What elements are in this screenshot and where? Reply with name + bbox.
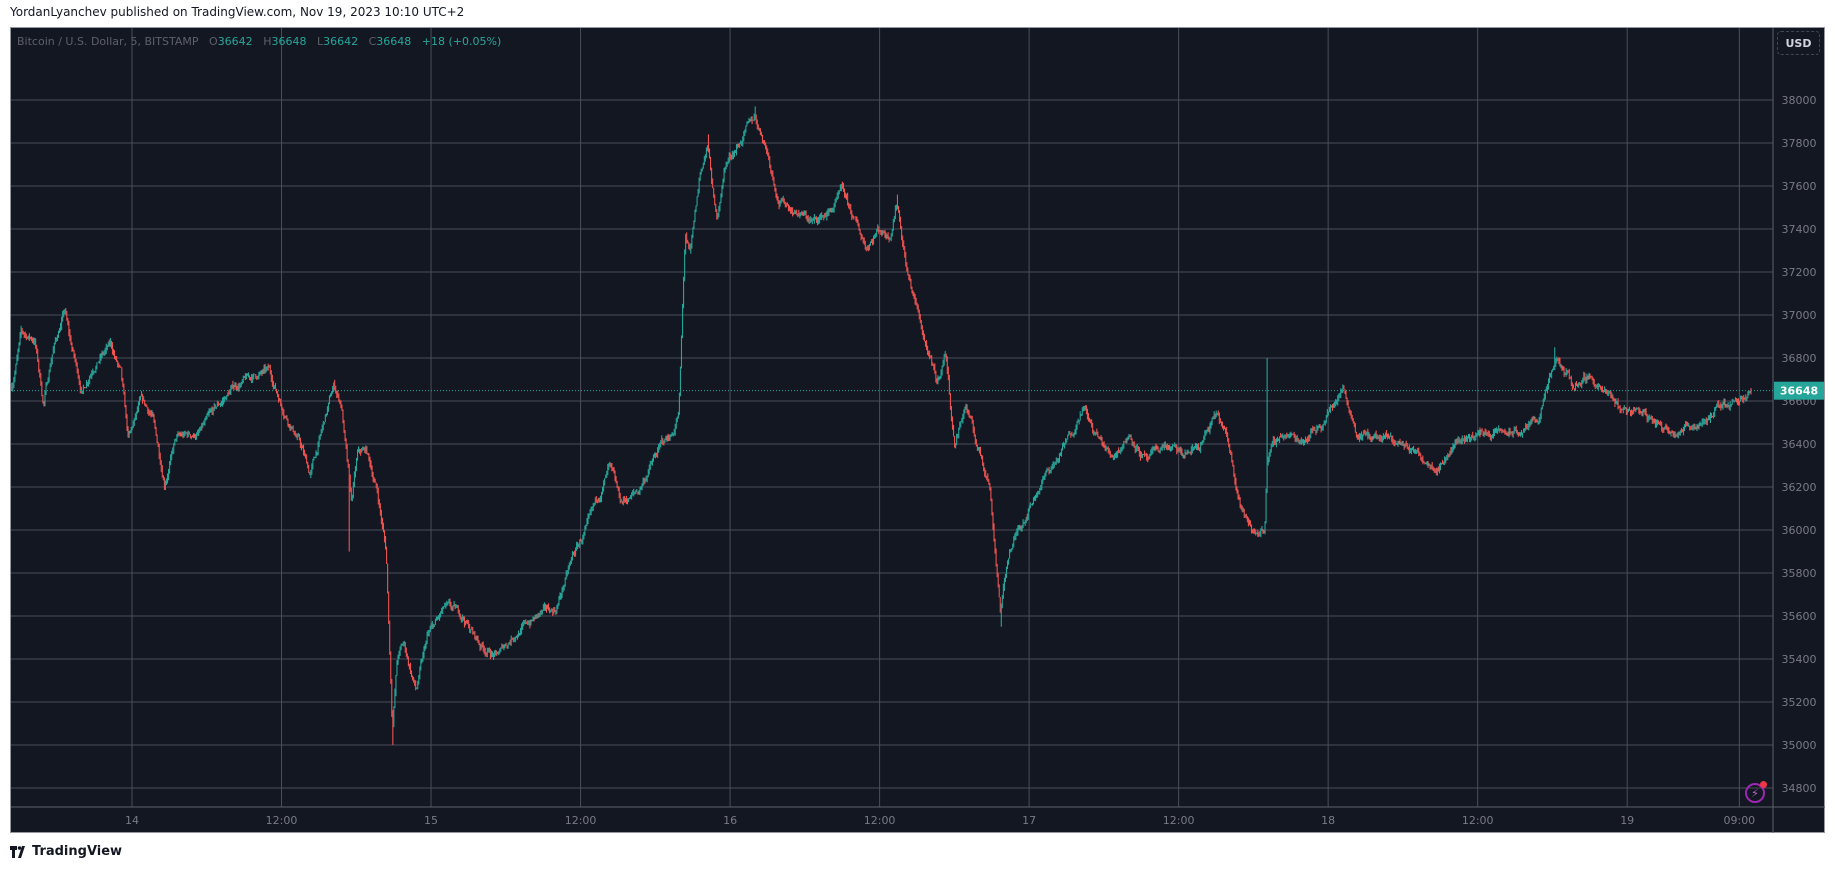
- time-tick-label: 14: [125, 814, 139, 827]
- price-tick-label: 35600: [1782, 610, 1817, 623]
- publisher-line: YordanLyanchev published on TradingView.…: [10, 5, 465, 19]
- open-label: O: [209, 35, 218, 48]
- price-tick-label: 36000: [1782, 524, 1817, 537]
- low-label: L: [316, 35, 324, 48]
- price-tick-label: 36800: [1782, 352, 1817, 365]
- high-value: 36648: [271, 35, 307, 48]
- change-value: +18 (+0.05%): [421, 35, 502, 48]
- price-tick-label: 35800: [1782, 567, 1817, 580]
- price-tick-label: 35400: [1782, 653, 1817, 666]
- symbol-legend: Bitcoin / U.S. Dollar, 5, BITSTAMP O3664…: [17, 35, 501, 48]
- time-tick-label: 16: [723, 814, 737, 827]
- price-tick-label: 38000: [1782, 94, 1817, 107]
- high-label: H: [263, 35, 272, 48]
- lightning-icon[interactable]: ⚡: [1745, 781, 1767, 803]
- time-tick-label: 09:00: [1723, 814, 1755, 827]
- time-tick-label: 19: [1620, 814, 1634, 827]
- price-tick-label: 37400: [1782, 223, 1817, 236]
- price-tick-label: 36200: [1782, 481, 1817, 494]
- time-tick-label: 12:00: [565, 814, 597, 827]
- footer-brand[interactable]: TradingView: [10, 844, 122, 859]
- price-tick-label: 37800: [1782, 137, 1817, 150]
- last-price-badge: [1774, 381, 1824, 400]
- price-tick-label: 37200: [1782, 266, 1817, 279]
- time-tick-label: 12:00: [864, 814, 896, 827]
- close-label: C: [368, 35, 377, 48]
- time-tick-label: 15: [424, 814, 438, 827]
- price-tick-label: 36400: [1782, 438, 1817, 451]
- price-tick-label: 35200: [1782, 696, 1817, 709]
- currency-button[interactable]: USD: [1777, 31, 1820, 55]
- time-tick-label: 12:00: [266, 814, 298, 827]
- last-price-label: 36648: [1780, 385, 1818, 398]
- footer-brand-text: TradingView: [32, 844, 123, 859]
- time-tick-label: 17: [1022, 814, 1036, 827]
- time-tick-label: 12:00: [1163, 814, 1195, 827]
- low-value: 36642: [323, 35, 359, 48]
- price-tick-label: 37600: [1782, 180, 1817, 193]
- price-tick-label: 35000: [1782, 739, 1817, 752]
- time-tick-label: 12:00: [1462, 814, 1494, 827]
- chart-panel[interactable]: [10, 27, 1825, 833]
- tradingview-logo-icon: [10, 845, 25, 858]
- price-tick-label: 34800: [1782, 782, 1817, 795]
- price-tick-label: 37000: [1782, 309, 1817, 322]
- open-value: 36642: [217, 35, 253, 48]
- time-tick-label: 18: [1321, 814, 1335, 827]
- close-value: 36648: [376, 35, 412, 48]
- symbol-name: Bitcoin / U.S. Dollar, 5, BITSTAMP: [17, 35, 199, 48]
